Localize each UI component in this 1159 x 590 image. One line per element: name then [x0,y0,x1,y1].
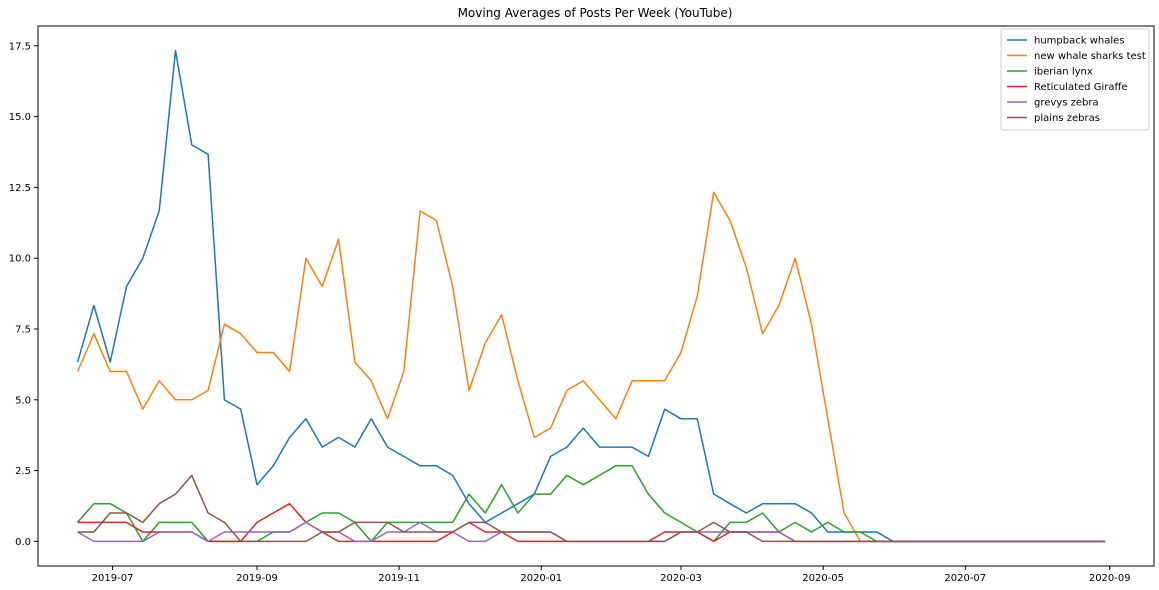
x-tick-label: 2019-07 [92,573,134,584]
x-tick-label: 2020-03 [660,573,702,584]
y-axis: 0.0 2.5 5.0 7.5 10.0 12.5 15.0 17.5 [9,41,38,548]
x-tick-label: 2020-09 [1089,573,1131,584]
legend-label-4: grevys zebra [1034,98,1099,109]
chart-title: Moving Averages of Posts Per Week (YouTu… [458,6,733,20]
x-tick-label: 2019-11 [378,573,420,584]
plot-area [37,25,1155,567]
x-tick-label: 2020-07 [944,573,986,584]
y-tick-label: 15.0 [9,112,31,123]
y-tick-label: 12.5 [9,183,31,194]
x-axis: 2019-07 2019-09 2019-11 2020-01 2020-03 2020-… [92,566,1131,584]
y-tick-label: 0.0 [15,537,31,548]
y-tick-label: 17.5 [9,41,31,52]
legend-label-1: new whale sharks test [1034,51,1146,62]
legend-label-2: iberian lynx [1034,67,1093,78]
series-line-3 [77,502,1106,543]
legend-label-5: plains zebras [1034,113,1100,124]
x-tick-label: 2020-01 [520,573,562,584]
x-tick-label: 2020-05 [802,573,844,584]
y-tick-label: 10.0 [9,254,31,265]
series-line-0 [76,49,1106,543]
legend: humpback whales new whale sharks test iber… [1000,28,1150,131]
series-layer [76,49,1106,543]
y-tick-label: 2.5 [15,466,31,477]
series-line-5 [77,474,1106,543]
y-tick-label: 5.0 [15,395,31,406]
series-line-1 [76,191,1106,543]
x-tick-label: 2019-09 [236,573,278,584]
legend-box [1000,28,1150,131]
legend-label-0: humpback whales [1034,36,1125,47]
legend-label-3: Reticulated Giraffe [1034,82,1128,93]
y-tick-label: 7.5 [15,324,31,335]
